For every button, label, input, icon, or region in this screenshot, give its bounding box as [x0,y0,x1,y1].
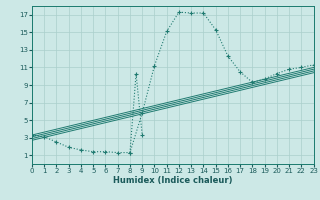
X-axis label: Humidex (Indice chaleur): Humidex (Indice chaleur) [113,176,233,185]
